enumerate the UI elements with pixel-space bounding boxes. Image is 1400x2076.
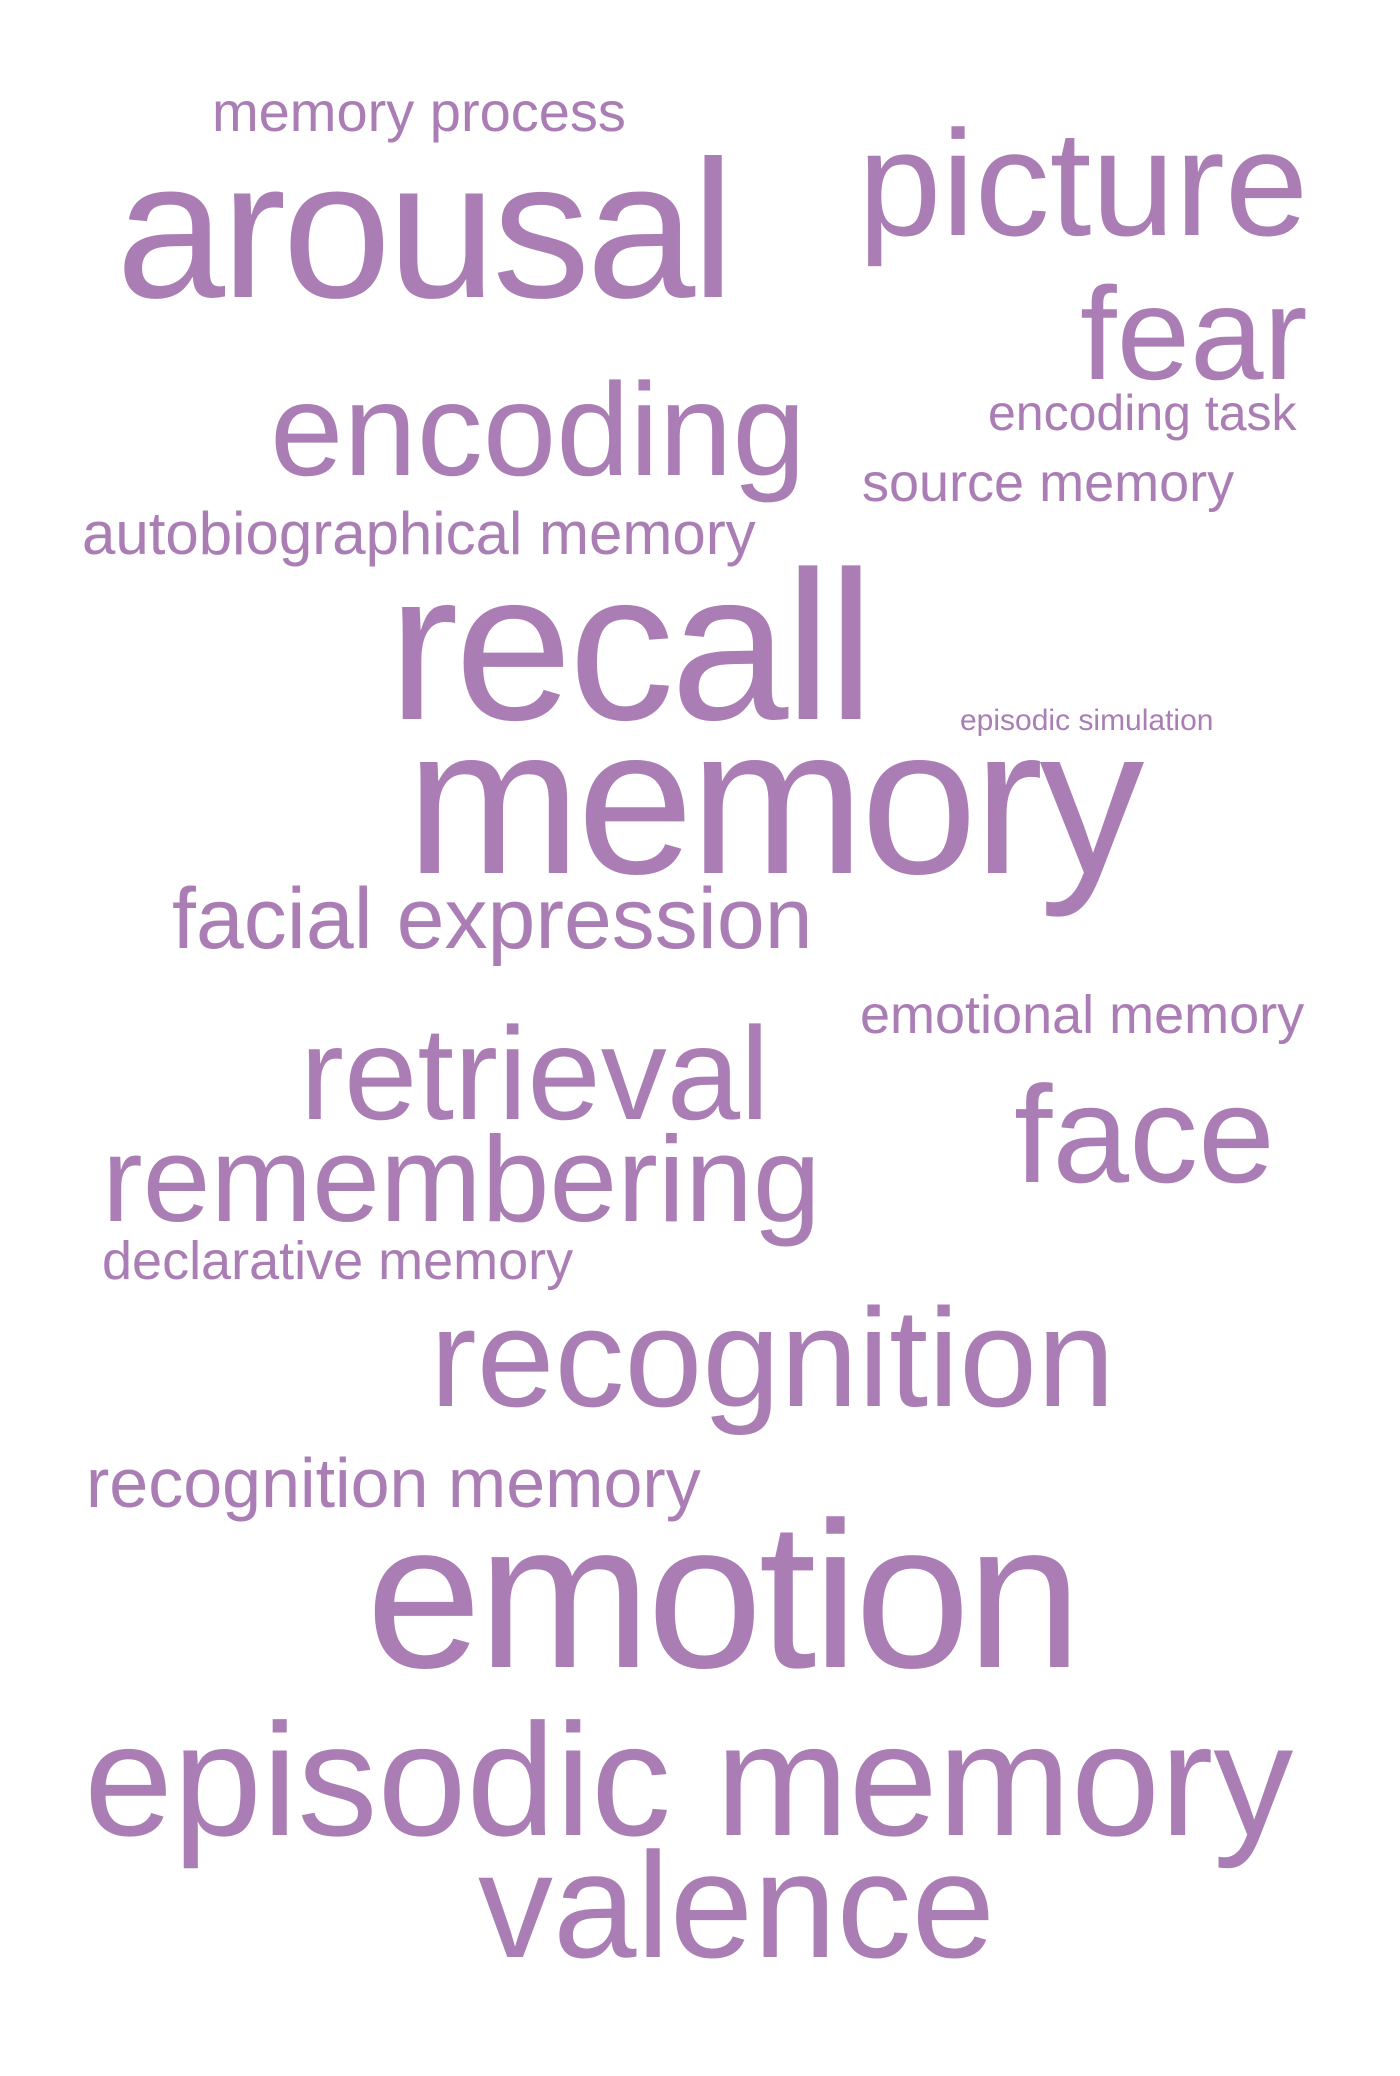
word-memory: memory — [406, 683, 1144, 918]
word-episodic-simulation: episodic simulation — [960, 704, 1214, 737]
word-valence: valence — [478, 1821, 996, 1989]
word-autobiographical-memory: autobiographical memory — [82, 500, 756, 567]
word-remembering: remembering — [102, 1111, 821, 1247]
word-source-memory: source memory — [862, 453, 1235, 513]
word-declarative-memory: declarative memory — [102, 1231, 574, 1291]
word-memory-process: memory process — [212, 80, 626, 143]
word-episodic-memory: episodic memory — [84, 1690, 1294, 1869]
word-retrieval: retrieval — [300, 1000, 770, 1147]
word-recall: recall — [388, 527, 875, 764]
word-encoding-task: encoding task — [988, 385, 1297, 441]
word-encoding: encoding — [270, 356, 806, 503]
word-picture: picture — [858, 99, 1309, 267]
word-recognition: recognition — [430, 1279, 1115, 1436]
word-emotion: emotion — [366, 1480, 1082, 1712]
word-face: face — [1014, 1058, 1275, 1212]
word-arousal: arousal — [116, 120, 735, 339]
word-recognition-memory: recognition memory — [86, 1444, 701, 1522]
word-fear: fear — [1080, 260, 1308, 407]
word-emotional-memory: emotional memory — [860, 985, 1305, 1045]
word-facial-expression: facial expression — [172, 871, 813, 967]
